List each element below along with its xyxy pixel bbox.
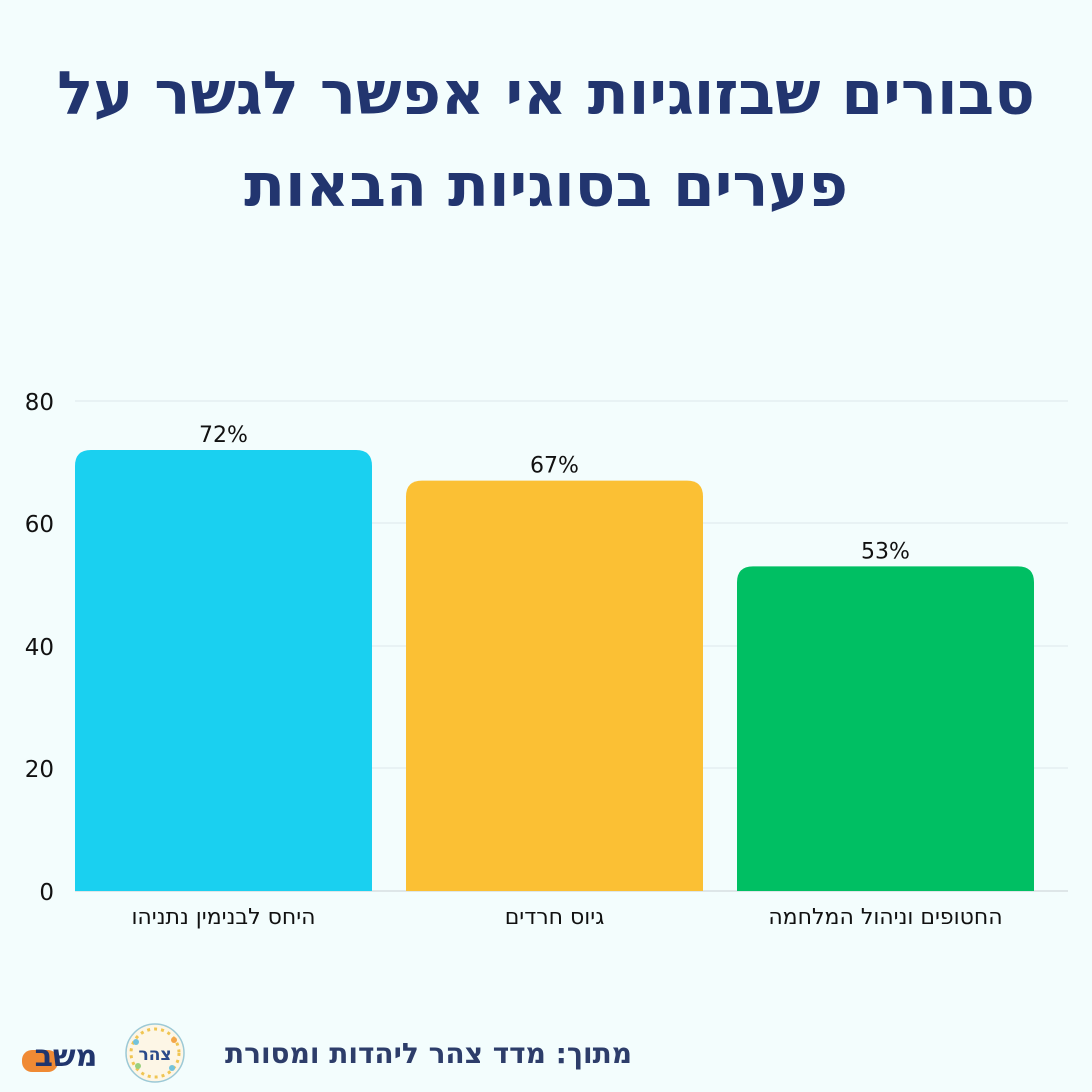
- title-line-2: פערים בסוגיות הבאות: [244, 151, 848, 221]
- footer: מתוך: מדד צהר ליהדות ומסורת: [225, 1030, 632, 1076]
- mashav-logo: משב: [22, 1039, 98, 1074]
- y-tick-80: 80: [25, 390, 54, 416]
- category-label-1: היחס לבנימין נתניהו: [131, 905, 315, 930]
- category-label-2: גיוס חרדים: [505, 905, 605, 930]
- category-label-3: החטופים וניהול המלחמה: [768, 905, 1002, 930]
- svg-text:צהר: צהר: [138, 1045, 171, 1065]
- y-tick-40: 40: [25, 635, 54, 661]
- y-ticks: 80 60 40 20 0: [25, 390, 54, 906]
- y-tick-60: 60: [25, 512, 54, 538]
- svg-text:משב: משב: [35, 1039, 98, 1074]
- source-credit: מתוך: מדד צהר ליהדות ומסורת: [224, 1036, 632, 1070]
- chart-title: סבורים שבזוגיות אי אפשר לגשר על פערים בס…: [40, 48, 1052, 232]
- y-tick-20: 20: [25, 757, 54, 783]
- tzohar-seal-logo: צהר: [125, 1023, 185, 1083]
- bar-2-value-label: 67%: [530, 454, 579, 479]
- bar-3: [737, 566, 1034, 891]
- bar-3-value-label: 53%: [861, 539, 910, 564]
- title-line-1: סבורים שבזוגיות אי אפשר לגשר על: [57, 59, 1035, 129]
- bar-1-value-label: 72%: [199, 423, 248, 448]
- y-tick-0: 0: [39, 880, 54, 906]
- bar-2: [406, 480, 703, 891]
- bar-1: [75, 450, 372, 891]
